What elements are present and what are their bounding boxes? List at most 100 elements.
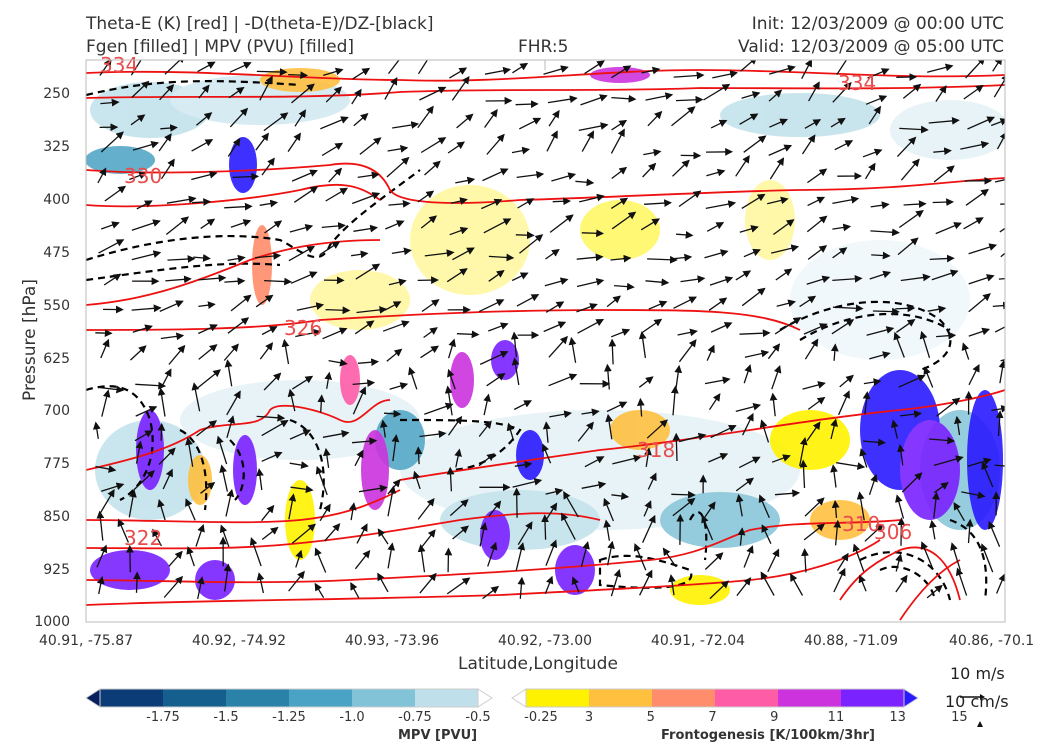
wind-vector <box>419 430 447 438</box>
wind-vector <box>929 519 937 540</box>
wind-vector <box>515 542 526 571</box>
wind-vector <box>186 546 195 567</box>
wind-vector <box>548 373 578 387</box>
wind-vector <box>358 484 388 493</box>
wind-vector <box>545 539 558 566</box>
wind-vector <box>961 342 970 360</box>
wind-vector <box>185 498 196 521</box>
wind-vector <box>291 375 314 390</box>
wind-vector <box>386 156 410 178</box>
wind-vector <box>198 344 218 360</box>
wind-vector <box>548 109 560 127</box>
wind-vector <box>384 76 398 100</box>
wind-vector <box>479 522 488 547</box>
wind-vector <box>197 61 216 73</box>
wind-vector <box>639 569 653 596</box>
wind-vector <box>193 254 211 262</box>
wind-vector <box>801 134 816 155</box>
wind-vector <box>642 162 657 178</box>
wind-vector <box>511 272 529 282</box>
wind-vector <box>579 193 605 203</box>
wind-vector <box>322 430 350 438</box>
wind-vector <box>932 198 954 206</box>
wind-vector <box>259 199 279 208</box>
wind-vector <box>198 274 227 283</box>
wind-vector <box>544 277 569 287</box>
wind-vector <box>643 500 652 517</box>
wind-vector <box>256 68 288 76</box>
wind-vector <box>129 171 148 181</box>
wind-vector <box>743 545 754 568</box>
wind-vector <box>633 543 647 571</box>
wind-vector <box>953 501 965 522</box>
wind-vector <box>512 478 543 488</box>
wind-vector <box>610 568 622 597</box>
wind-vector <box>516 294 540 307</box>
wind-vector <box>675 95 704 104</box>
mpv-colorbar-label: MPV [PVU] <box>398 728 478 743</box>
wind-vector <box>541 443 552 464</box>
wind-vector <box>799 459 808 489</box>
wind-vector <box>775 268 793 281</box>
wind-vector <box>545 248 560 260</box>
wind-vector <box>288 493 297 520</box>
wind-vector <box>929 436 956 445</box>
wind-vector <box>488 253 515 262</box>
wind-vector <box>740 60 758 72</box>
wind-vector <box>741 287 766 307</box>
colorbar-segment <box>100 689 164 707</box>
wind-vector <box>323 447 331 468</box>
wind-vector <box>229 107 249 128</box>
wind-vector <box>195 112 213 126</box>
wind-vector <box>832 274 863 283</box>
wind-vector <box>636 397 645 417</box>
y-tick-label: 475 <box>43 245 70 261</box>
wind-vector <box>963 84 984 100</box>
wind-vector <box>895 494 905 519</box>
wind-vector <box>320 116 349 130</box>
wind-vector <box>359 137 382 155</box>
wind-vector <box>131 219 161 231</box>
colorbar-extend-max <box>477 688 493 708</box>
wind-vector <box>967 457 992 467</box>
wind-vector <box>935 85 947 102</box>
wind-vector <box>420 215 438 229</box>
wind-vector <box>352 386 367 415</box>
wind-vector <box>896 136 917 158</box>
wind-vector <box>990 118 1005 127</box>
wind-vector <box>325 306 351 315</box>
wind-vector <box>264 220 283 234</box>
wind-vector <box>454 448 462 468</box>
wind-vector <box>807 168 828 184</box>
colorbar-tick-label: -1.75 <box>146 710 180 725</box>
wind-vector <box>348 502 357 521</box>
wind-vector <box>759 419 770 443</box>
wind-vector <box>420 137 447 154</box>
wind-vector <box>449 226 469 236</box>
wind-vector <box>482 585 500 600</box>
y-tick-label: 1000 <box>34 614 70 630</box>
wind-vector <box>230 219 252 228</box>
wind-vector <box>198 84 210 99</box>
wind-vector <box>581 481 607 489</box>
wind-vector <box>864 524 884 542</box>
wind-vector <box>166 195 197 204</box>
wind-vector <box>132 324 153 333</box>
wind-vector <box>132 140 160 151</box>
wind-vector <box>832 223 852 232</box>
wind-vector <box>128 489 137 518</box>
wind-vector <box>610 197 629 209</box>
wind-vector <box>568 337 577 363</box>
wind-vector <box>645 92 674 101</box>
wind-vector <box>385 220 405 230</box>
wind-vector <box>571 576 580 593</box>
wind-vector <box>965 60 986 79</box>
wind-vector <box>259 75 273 101</box>
colorbar-tick-label: -0.25 <box>524 710 558 725</box>
wind-vector <box>354 320 375 335</box>
wind-vector <box>900 158 920 181</box>
wind-vector <box>216 435 228 465</box>
wind-vector <box>640 218 661 231</box>
wind-vector <box>671 253 693 262</box>
colorbar-segment <box>163 689 227 707</box>
